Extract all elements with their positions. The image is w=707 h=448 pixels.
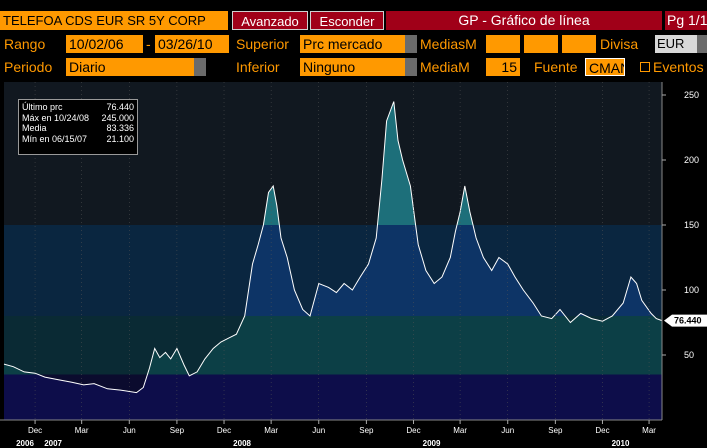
y-tick-label-2: 150 bbox=[684, 220, 699, 230]
lower-dropdown-icon[interactable] bbox=[405, 58, 417, 76]
x-tick-label-13: Mar bbox=[642, 426, 656, 435]
ma-field-3[interactable] bbox=[562, 35, 596, 53]
advanced-button[interactable]: Avanzado bbox=[232, 11, 308, 30]
events-label: Eventos bbox=[653, 59, 704, 75]
x-tick-label-5: Mar bbox=[264, 426, 278, 435]
page-indicator: Pg 1/1 bbox=[665, 11, 707, 30]
x-tick-label-11: Sep bbox=[548, 426, 563, 435]
period-label: Periodo bbox=[4, 59, 53, 75]
security-field[interactable]: TELEFOA CDS EUR SR 5Y CORP bbox=[0, 11, 228, 30]
y-tick-label-0: 50 bbox=[684, 350, 694, 360]
events-checkbox[interactable] bbox=[640, 62, 650, 72]
currency-dropdown-icon[interactable] bbox=[697, 35, 707, 53]
x-tick-label-3: Sep bbox=[170, 426, 185, 435]
x-year-label-4: 2010 bbox=[612, 439, 630, 448]
ma-label-2: MediaM bbox=[420, 59, 470, 75]
x-tick-label-2: Jun bbox=[123, 426, 136, 435]
stats-legend: Último prc 76.440 Máx en 10/24/08 245.000 … bbox=[18, 99, 138, 155]
x-year-label-0: 2006 bbox=[16, 439, 34, 448]
x-tick-label-8: Dec bbox=[406, 426, 420, 435]
x-tick-label-10: Jun bbox=[501, 426, 514, 435]
legend-row-last: Último prc 76.440 bbox=[22, 102, 134, 112]
line-chart: 50 100 150 200 250 76.440 Dec Mar Jun Sep Dec Mar J… bbox=[0, 82, 707, 448]
period-dropdown-icon[interactable] bbox=[194, 58, 206, 76]
x-tick-label-6: Jun bbox=[312, 426, 325, 435]
upper-label: Superior bbox=[236, 36, 289, 52]
ma-label-1: MediasM bbox=[420, 36, 477, 52]
y-tick-label-3: 200 bbox=[684, 155, 699, 165]
range-end-field[interactable]: 03/26/10 bbox=[155, 35, 229, 53]
x-tick-label-9: Mar bbox=[453, 426, 467, 435]
range-separator: - bbox=[146, 36, 151, 52]
legend-row-mean: Media 83.336 bbox=[22, 123, 134, 133]
lower-label: Inferior bbox=[236, 59, 280, 75]
x-tick-label-12: Dec bbox=[595, 426, 609, 435]
y-tick-label-4: 250 bbox=[684, 90, 699, 100]
x-tick-label-0: Dec bbox=[28, 426, 42, 435]
upper-select[interactable]: Prc mercado bbox=[300, 35, 405, 53]
x-tick-label-7: Sep bbox=[359, 426, 374, 435]
source-label: Fuente bbox=[534, 59, 578, 75]
x-tick-label-1: Mar bbox=[75, 426, 89, 435]
x-year-label-3: 2009 bbox=[423, 439, 441, 448]
legend-row-max: Máx en 10/24/08 245.000 bbox=[22, 112, 134, 123]
lower-select[interactable]: Ninguno bbox=[300, 58, 405, 76]
x-year-label-2: 2008 bbox=[233, 439, 251, 448]
x-year-label-1: 2007 bbox=[44, 439, 62, 448]
last-value-tag bbox=[664, 314, 707, 327]
range-label: Rango bbox=[4, 36, 46, 52]
period-select[interactable]: Diario bbox=[66, 58, 194, 76]
y-tick-label-1: 100 bbox=[684, 285, 699, 295]
ma-field-1[interactable] bbox=[486, 35, 520, 53]
x-tick-label-4: Dec bbox=[217, 426, 231, 435]
currency-field[interactable]: EUR bbox=[655, 35, 697, 53]
x-axis-background bbox=[0, 420, 707, 448]
last-value-label: 76.440 bbox=[674, 316, 702, 326]
series-line bbox=[3, 101, 663, 394]
currency-label: Divisa bbox=[600, 36, 639, 52]
upper-dropdown-icon[interactable] bbox=[405, 35, 417, 53]
hide-button[interactable]: Esconder bbox=[310, 11, 384, 30]
ma-value-field[interactable]: 15 bbox=[486, 58, 520, 76]
source-field[interactable]: CMAN bbox=[585, 58, 625, 76]
page-title: GP - Gráfico de línea bbox=[386, 11, 662, 30]
legend-row-min: Mín en 06/15/07 21.100 bbox=[22, 133, 134, 144]
ma-field-2[interactable] bbox=[524, 35, 558, 53]
range-start-field[interactable]: 10/02/06 bbox=[66, 35, 143, 53]
